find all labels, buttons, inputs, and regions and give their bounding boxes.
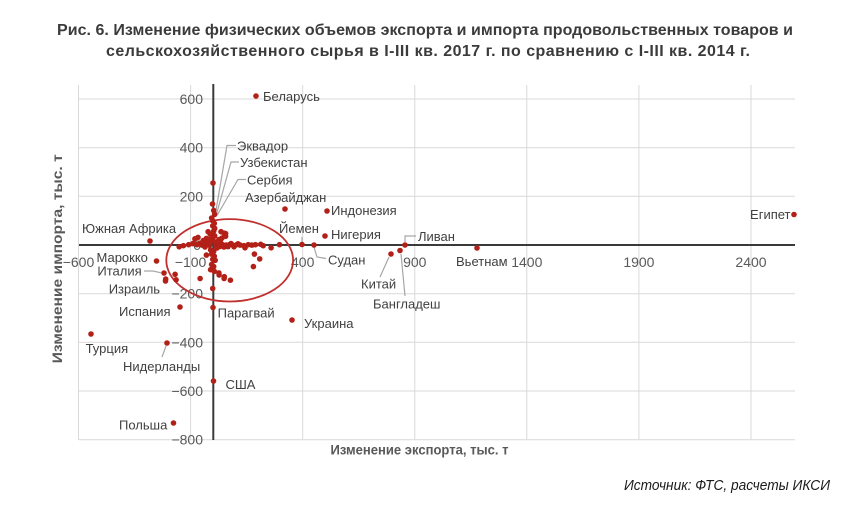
svg-text:Китай: Китай [361, 277, 396, 292]
svg-text:Эквадор: Эквадор [237, 139, 288, 154]
svg-text:Узбекистан: Узбекистан [240, 155, 308, 170]
svg-text:−200: −200 [171, 286, 203, 302]
svg-text:200: 200 [180, 188, 204, 204]
svg-text:1900: 1900 [623, 254, 654, 270]
svg-text:Южная Африка: Южная Африка [82, 221, 177, 236]
svg-text:Марокко: Марокко [97, 250, 148, 265]
svg-text:сельскохозяйственного сырья в: сельскохозяйственного сырья в I-III кв. … [106, 43, 750, 60]
svg-text:Египет: Египет [750, 207, 791, 222]
svg-text:400: 400 [180, 140, 204, 156]
svg-text:Испания: Испания [119, 304, 171, 319]
svg-text:Израиль: Израиль [109, 282, 161, 297]
svg-text:Польша: Польша [119, 418, 168, 433]
svg-text:2400: 2400 [735, 254, 766, 270]
svg-text:Нидерланды: Нидерланды [123, 359, 200, 374]
svg-text:США: США [226, 377, 256, 392]
svg-text:Бангладеш: Бангладеш [373, 297, 440, 312]
svg-text:Изменение импорта, тыс. т: Изменение импорта, тыс. т [49, 154, 65, 363]
svg-text:−800: −800 [171, 432, 203, 448]
svg-text:Парагвай: Парагвай [218, 306, 275, 321]
svg-text:−400: −400 [171, 334, 203, 350]
svg-text:−600: −600 [63, 254, 95, 270]
svg-text:Судан: Судан [328, 253, 365, 268]
svg-text:−600: −600 [171, 383, 203, 399]
svg-text:900: 900 [403, 254, 427, 270]
svg-text:Украина: Украина [304, 316, 354, 331]
svg-text:600: 600 [180, 91, 204, 107]
svg-text:Индонезия: Индонезия [331, 203, 397, 218]
svg-text:Турция: Турция [86, 341, 129, 356]
svg-text:Беларусь: Беларусь [263, 89, 320, 104]
svg-text:400: 400 [291, 254, 315, 270]
svg-text:−100: −100 [175, 254, 207, 270]
svg-text:Италия: Италия [97, 264, 141, 279]
svg-text:Ливан: Ливан [418, 229, 455, 244]
svg-text:Йемен: Йемен [279, 221, 319, 236]
svg-text:1400: 1400 [511, 254, 542, 270]
svg-text:Рис. 6. Изменение физических о: Рис. 6. Изменение физических объемов экс… [57, 22, 793, 39]
svg-text:Азербайджан: Азербайджан [245, 190, 326, 205]
svg-text:Нигерия: Нигерия [331, 227, 381, 242]
svg-text:Сербия: Сербия [247, 173, 293, 188]
svg-text:Источник: ФТС, расчеты ИКСИ: Источник: ФТС, расчеты ИКСИ [624, 477, 830, 494]
svg-text:Изменение экспорта, тыс. т: Изменение экспорта, тыс. т [331, 442, 509, 458]
svg-text:Вьетнам: Вьетнам [456, 254, 508, 269]
